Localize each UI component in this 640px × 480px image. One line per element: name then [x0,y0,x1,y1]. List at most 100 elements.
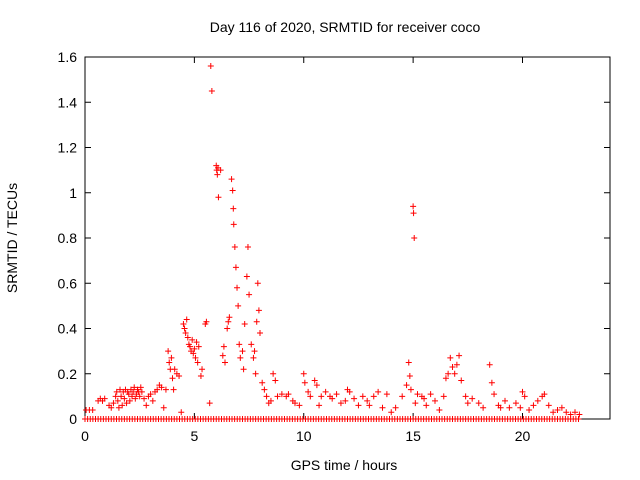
data-point [126,397,133,404]
data-point [451,370,458,377]
data-point [411,235,418,241]
data-point [208,87,215,94]
y-tick-label: 0.8 [58,230,78,246]
data-point [453,361,460,368]
data-point [456,352,463,359]
data-point [240,366,247,373]
data-point [193,339,200,346]
data-point [383,391,390,398]
data-point [333,391,340,398]
data-point [272,377,279,384]
data-point [169,375,176,382]
y-tick-label: 1.4 [58,94,78,110]
data-point [138,388,145,395]
data-point [180,320,187,327]
data-point [121,395,128,402]
data-point [215,194,222,201]
data-point [406,373,413,380]
data-point [168,354,175,361]
data-point [248,341,255,348]
data-points [82,63,583,422]
data-point [115,404,122,411]
data-point [206,400,213,407]
data-point [337,400,344,407]
data-point [160,404,167,411]
data-point [307,393,314,400]
data-point [502,397,508,404]
y-tick-label: 0.4 [58,321,78,337]
data-point [311,377,318,384]
data-point [241,320,248,327]
data-point [421,395,428,402]
data-point [359,393,366,400]
data-point [132,395,139,402]
data-point [252,370,259,377]
data-point [250,354,257,361]
data-point [414,391,421,398]
data-point [232,264,239,271]
data-point [432,397,438,404]
data-point [239,348,246,355]
data-point [399,393,406,400]
data-point [517,404,524,411]
data-point [342,397,349,404]
data-point [171,366,178,373]
data-point [192,354,199,361]
data-point [491,391,498,398]
data-point [222,359,228,366]
data-point [355,402,362,409]
data-point [285,391,292,398]
data-point [379,404,386,411]
data-point [166,359,173,366]
y-tick-label: 0.2 [58,366,78,382]
data-point [449,363,456,370]
data-point [183,316,190,323]
data-point [541,391,548,398]
data-point [158,384,165,391]
data-point [187,343,193,350]
data-point [246,291,253,298]
data-point [131,384,138,391]
data-point [572,409,578,416]
data-point [195,343,202,350]
x-tick-label: 10 [296,428,312,444]
x-axis-label: GPS time / hours [291,457,398,473]
data-point [550,409,557,416]
data-point [130,388,137,395]
data-point [447,354,454,361]
data-point [125,391,132,398]
data-point-baseline [575,416,582,422]
data-point [229,187,236,194]
data-point [366,402,373,409]
data-point [217,167,224,174]
data-point [214,171,221,178]
data-point [118,393,125,400]
data-point [244,244,251,251]
y-tick-label: 1.6 [58,49,78,65]
y-axis: 0 0.2 0.4 0.6 0.8 1 1.2 1.4 1.6 [58,49,610,427]
data-point [436,406,443,413]
data-point [259,379,266,386]
data-point [176,373,183,380]
data-point [405,359,412,366]
data-point [375,388,382,395]
data-point [576,411,583,418]
plot-frame [84,56,611,420]
data-point [112,393,119,400]
data-point [108,404,115,411]
data-point [235,302,242,309]
data-point [301,379,308,386]
data-point [225,318,232,325]
data-point [318,393,325,400]
data-point [480,404,487,411]
data-point [442,375,449,382]
data-point [231,244,238,251]
data-point [197,373,204,380]
data-point [263,393,270,400]
data-point [526,406,533,413]
data-point [407,386,414,393]
data-point [190,350,197,357]
data-point [147,391,154,398]
data-point [251,348,258,355]
data-point [519,388,526,395]
